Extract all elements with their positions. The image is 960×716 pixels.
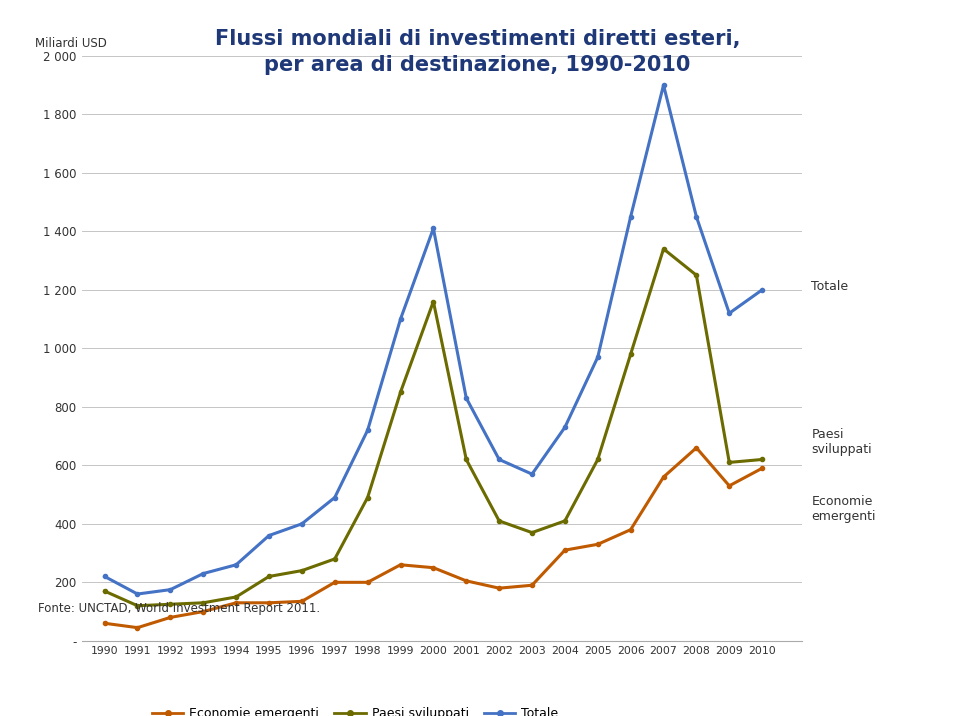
Text: L’evoluzione degli investimenti esteri in uscita delle imprese italiane dal 2002: L’evoluzione degli investimenti esteri i…	[144, 17, 816, 32]
Text: Flussi mondiali di investimenti diretti esteri,
per area di destinazione, 1990-2: Flussi mondiali di investimenti diretti …	[215, 29, 740, 75]
Text: 2: 2	[918, 674, 931, 693]
Text: Totale: Totale	[811, 281, 849, 294]
Text: Economie
emergenti: Economie emergenti	[811, 495, 876, 523]
Legend: Economie emergenti, Paesi sviluppati, Totale: Economie emergenti, Paesi sviluppati, To…	[147, 702, 564, 716]
Text: Le strategie di internazionalizzazione delle imprese di Milano e Torino: Le strategie di internazionalizzazione d…	[29, 669, 552, 682]
Text: Fonte: UNCTAD, World Investment Report 2011.: Fonte: UNCTAD, World Investment Report 2…	[38, 602, 321, 615]
Text: nei mercati in cambiamento – Milano, 22 novembre 2011: nei mercati in cambiamento – Milano, 22 …	[29, 692, 452, 705]
Text: Paesi
sviluppati: Paesi sviluppati	[811, 428, 872, 456]
Text: Miliardi USD: Miliardi USD	[35, 37, 107, 50]
